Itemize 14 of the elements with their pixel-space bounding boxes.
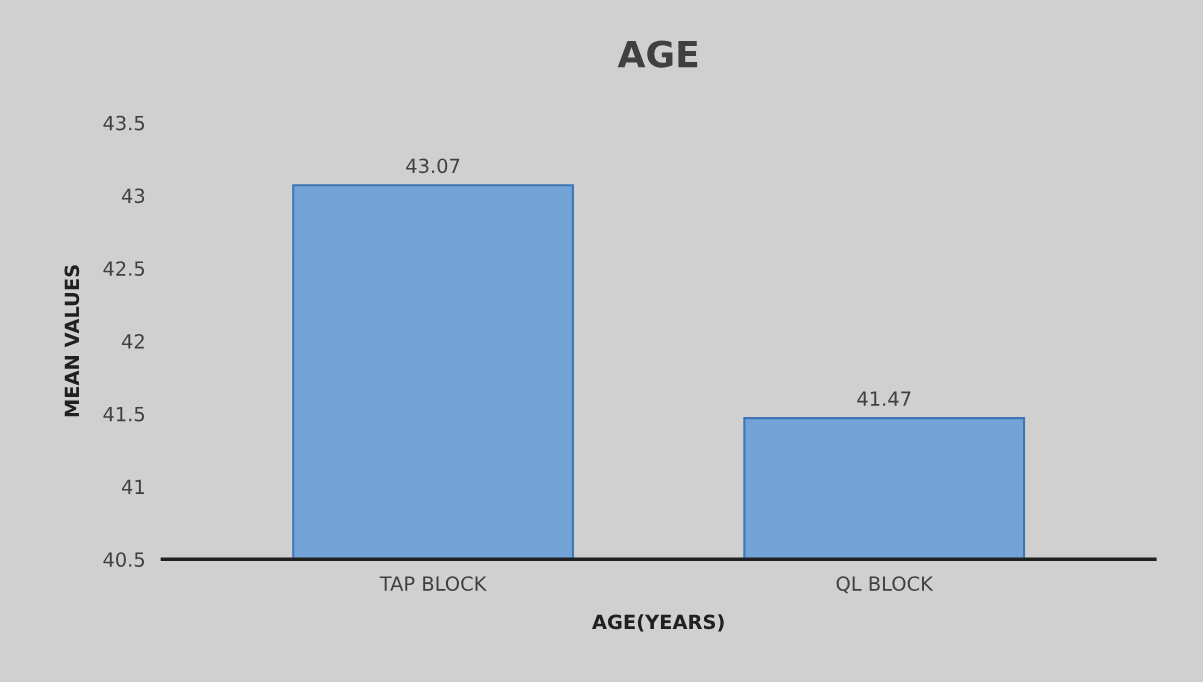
y-tick-label: 41.5 [103, 406, 145, 422]
y-tick-label: 42.5 [103, 261, 145, 276]
data-label: 41.47 [857, 391, 911, 406]
x-tick-label: QL BLOCK [836, 576, 934, 594]
x-axis-title: AGE(YEARS) [592, 614, 724, 632]
y-tick-label: 43.5 [103, 115, 145, 131]
x-tick-label: TAP BLOCK [379, 576, 487, 591]
y-axis-title: MEAN VALUES [64, 265, 80, 417]
y-tick-label: 40.5 [103, 552, 145, 567]
y-tick-label: 41 [121, 479, 144, 494]
y-tick-label: 43 [121, 188, 145, 204]
y-tick-label: 42 [121, 333, 144, 349]
chart-title: AGE [617, 40, 698, 68]
data-label: 43.07 [406, 158, 460, 174]
